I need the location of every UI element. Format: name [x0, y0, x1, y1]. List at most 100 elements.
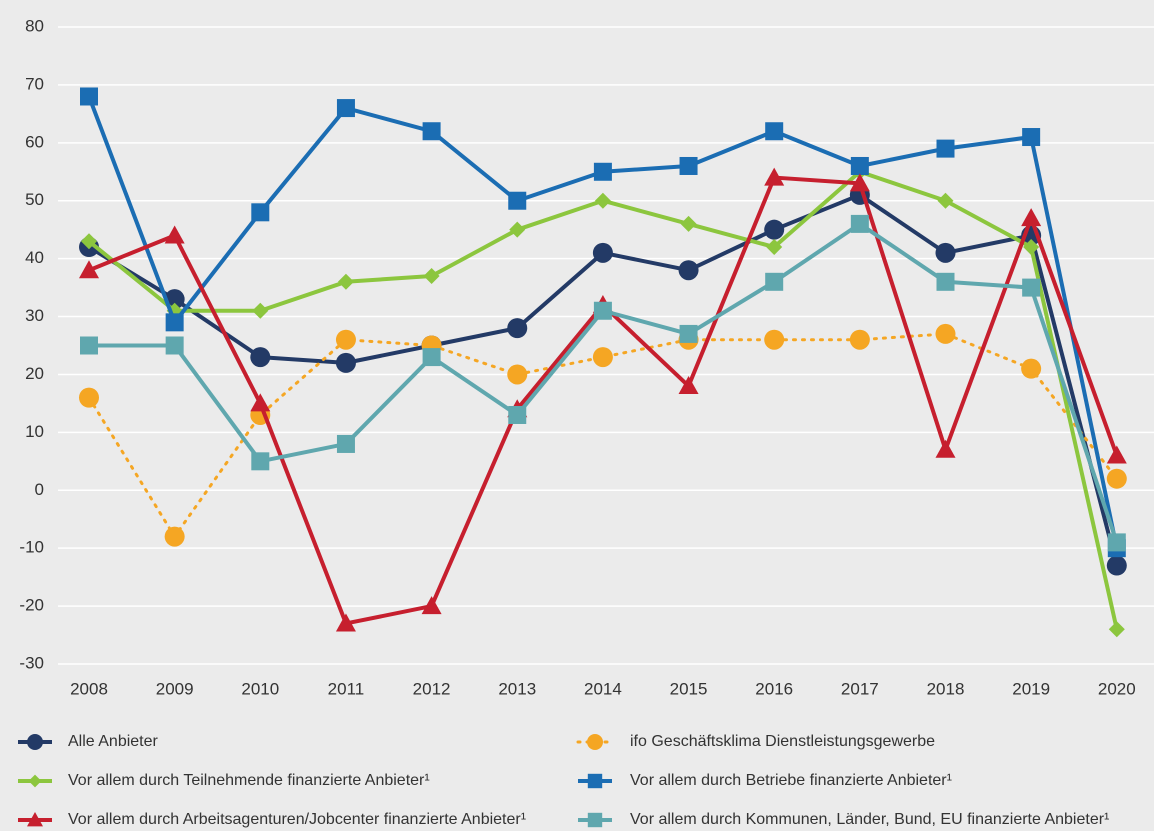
x-tick-label: 2020: [1098, 679, 1136, 698]
point: [1106, 468, 1127, 489]
point: [508, 191, 527, 210]
point: [250, 347, 271, 368]
x-tick-label: 2015: [670, 679, 708, 698]
x-tick-label: 2018: [927, 679, 965, 698]
point: [593, 301, 612, 320]
point: [509, 221, 526, 238]
point: [850, 156, 869, 175]
x-tick-label: 2008: [70, 679, 108, 698]
y-tick-label: 0: [35, 480, 44, 499]
point: [680, 215, 697, 232]
point: [849, 173, 870, 192]
point: [421, 596, 442, 615]
y-tick-label: 80: [25, 16, 44, 35]
point: [165, 313, 184, 332]
point: [935, 323, 956, 344]
y-tick-label: 20: [25, 364, 44, 383]
point: [164, 225, 185, 244]
point: [336, 99, 355, 118]
point: [80, 87, 98, 106]
point: [335, 329, 356, 350]
point: [1106, 445, 1127, 464]
point: [79, 387, 99, 408]
x-tick-label: 2017: [841, 679, 879, 698]
point: [592, 347, 613, 368]
legend-marker: [27, 812, 43, 827]
legend-label: Vor allem durch Betriebe finanzierte Anb…: [630, 772, 952, 789]
point: [422, 122, 441, 141]
point: [252, 302, 269, 319]
x-tick-label: 2016: [755, 679, 793, 698]
legend-label: Vor allem durch Teilnehmende finanzierte…: [68, 772, 430, 789]
point: [679, 324, 698, 343]
y-tick-label: 10: [25, 422, 44, 441]
point: [936, 272, 955, 291]
point: [422, 348, 441, 367]
y-tick-label: 60: [25, 132, 44, 151]
point: [1021, 358, 1042, 379]
legend-marker: [27, 734, 43, 750]
legend-marker: [587, 773, 603, 789]
y-tick-label: -10: [19, 538, 44, 557]
y-tick-label: 70: [25, 74, 44, 93]
point: [594, 192, 611, 209]
point: [592, 242, 613, 263]
point: [508, 405, 527, 424]
point: [764, 329, 785, 350]
point: [765, 272, 784, 291]
point: [337, 273, 354, 290]
point: [336, 434, 355, 453]
point: [1108, 621, 1125, 638]
x-tick-label: 2010: [241, 679, 279, 698]
point: [251, 452, 270, 471]
legend-marker: [587, 734, 603, 750]
point: [678, 260, 699, 281]
x-tick-label: 2014: [584, 679, 622, 698]
point: [850, 214, 869, 233]
point: [935, 242, 956, 263]
point: [764, 167, 785, 186]
y-tick-label: 30: [25, 306, 44, 325]
point: [1023, 239, 1040, 256]
point: [251, 203, 270, 222]
legend-marker: [28, 774, 42, 788]
point: [335, 613, 356, 632]
point: [937, 192, 954, 209]
point: [250, 393, 271, 412]
point: [764, 219, 785, 240]
y-tick-label: 40: [25, 248, 44, 267]
point: [335, 352, 356, 373]
point: [1106, 555, 1127, 576]
point: [164, 526, 185, 547]
point: [765, 122, 784, 141]
point: [423, 268, 440, 285]
legend-marker: [587, 812, 603, 828]
x-tick-label: 2019: [1012, 679, 1050, 698]
point: [165, 336, 184, 355]
y-tick-label: 50: [25, 190, 44, 209]
point: [79, 260, 99, 279]
x-tick-label: 2011: [328, 679, 365, 698]
point: [1022, 278, 1041, 297]
legend-label: ifo Geschäftsklima Dienstleistungsgewerb…: [630, 733, 935, 750]
x-tick-label: 2009: [156, 679, 194, 698]
legend-label: Vor allem durch Kommunen, Länder, Bund, …: [630, 811, 1109, 828]
point: [81, 233, 97, 250]
point: [678, 376, 699, 395]
point: [1022, 128, 1041, 147]
legend-label: Vor allem durch Arbeitsagenturen/Jobcent…: [68, 811, 526, 828]
y-tick-label: -20: [19, 596, 44, 615]
y-tick-label: -30: [19, 653, 44, 672]
point: [679, 156, 698, 175]
point: [935, 439, 956, 458]
point: [593, 162, 612, 181]
legend-label: Alle Anbieter: [68, 733, 159, 750]
point: [1107, 533, 1126, 552]
point: [80, 336, 98, 355]
x-tick-label: 2013: [498, 679, 536, 698]
point: [507, 318, 528, 339]
x-tick-label: 2012: [413, 679, 451, 698]
point: [1021, 208, 1042, 227]
